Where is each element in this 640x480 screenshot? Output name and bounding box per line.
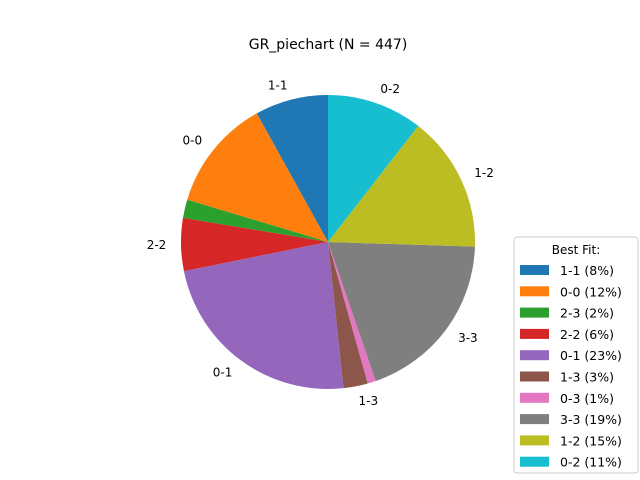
- pie-slices: [180, 95, 476, 389]
- chart-title: GR_piechart (N = 447): [249, 37, 408, 53]
- legend-swatch-2-2: [520, 328, 549, 339]
- slice-label-0-1: 0-1: [213, 365, 233, 379]
- pie-slice-0-2: [328, 95, 419, 242]
- legend-label-0-2: 0-2 (11%): [560, 455, 622, 470]
- pie-slice-1-2: [328, 125, 476, 247]
- legend-label-2-2: 2-2 (6%): [560, 327, 614, 342]
- legend-swatch-1-1: [520, 265, 549, 275]
- legend-swatch-1-2: [520, 435, 549, 446]
- pie-slice-3-3: [328, 242, 475, 382]
- legend-swatch-0-0: [520, 286, 549, 297]
- pie-slice-0-3: [328, 242, 376, 384]
- legend-items: 1-1 (8%) 0-0 (12%) 2-3 (2%) 2-2 (6%) 0-1 (23…: [520, 263, 622, 470]
- legend-swatch-2-3: [520, 307, 549, 318]
- legend-swatch-0-1: [520, 350, 549, 361]
- pie-slice-labels: 1-1 0-0 2-2 0-1 1-3 3-3 1-2 0-2: [147, 78, 494, 407]
- legend-title: Best Fit:: [552, 243, 601, 257]
- legend-label-0-3: 0-3 (1%): [560, 391, 614, 406]
- legend-label-1-2: 1-2 (15%): [560, 433, 622, 448]
- legend-label-1-1: 1-1 (8%): [560, 263, 614, 278]
- slice-label-2-2: 2-2: [147, 238, 167, 252]
- legend-label-3-3: 3-3 (19%): [560, 412, 622, 427]
- pie-slice-0-0: [187, 113, 328, 242]
- legend-swatch-0-3: [520, 392, 549, 403]
- legend: Best Fit: 1-1 (8%) 0-0 (12%) 2-3 (2%) 2-2 (…: [513, 236, 639, 474]
- pie-slice-2-2: [180, 217, 328, 272]
- pie-slice-1-3: [328, 242, 368, 389]
- legend-swatch-3-3: [520, 414, 549, 425]
- legend-label-2-3: 2-3 (2%): [560, 306, 614, 321]
- legend-swatch-0-2: [520, 456, 549, 467]
- slice-label-3-3: 3-3: [458, 331, 478, 345]
- slice-label-0-2: 0-2: [380, 82, 400, 96]
- slice-label-1-1: 1-1: [268, 78, 288, 92]
- pie-slice-2-3: [183, 199, 328, 242]
- legend-label-0-1: 0-1 (23%): [560, 348, 622, 363]
- slice-label-0-0: 0-0: [182, 134, 202, 148]
- legend-label-1-3: 1-3 (3%): [560, 370, 614, 385]
- slice-label-1-2: 1-2: [474, 166, 494, 180]
- pie-slice-0-1: [183, 242, 344, 389]
- pie-slice-1-1: [256, 95, 328, 242]
- legend-swatch-1-3: [520, 371, 549, 382]
- legend-label-0-0: 0-0 (12%): [560, 284, 622, 299]
- slice-label-1-3: 1-3: [359, 394, 379, 408]
